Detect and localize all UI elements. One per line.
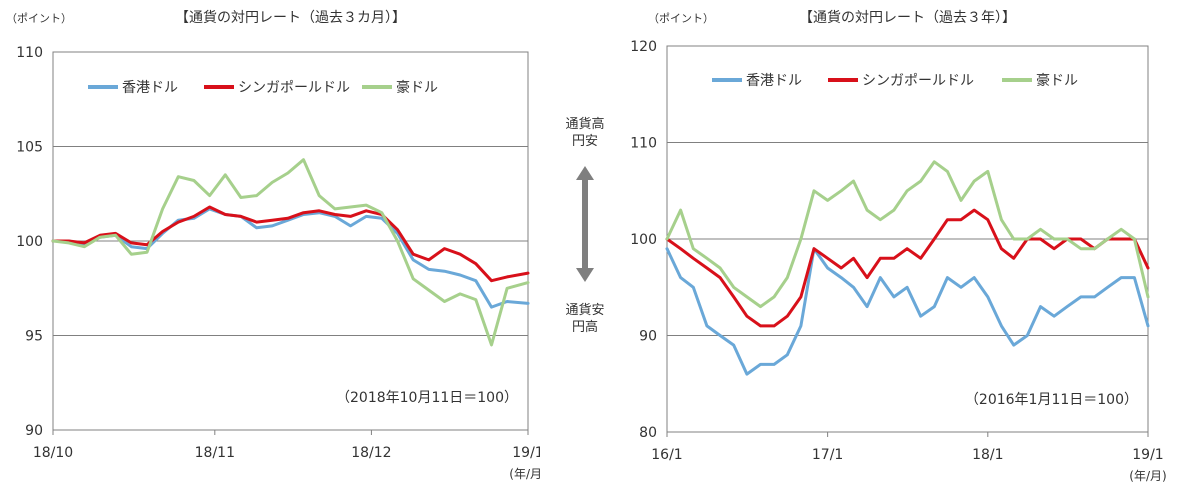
y-tick-label: 95 [25, 329, 43, 345]
x-tick-label: 18/12 [351, 445, 391, 461]
y-tick-label: 110 [630, 136, 657, 152]
y-tick-label: 110 [16, 45, 43, 61]
legend-label: シンガポールドル [862, 73, 974, 89]
series-line-2 [51, 205, 530, 283]
y-tick-label: 80 [639, 425, 657, 441]
y-tick-label: 105 [16, 140, 43, 156]
x-tick-label: 19/1 [1132, 447, 1163, 463]
double-arrow-icon [576, 166, 594, 282]
legend-label: 豪ドル [396, 80, 438, 96]
legend-item: 豪ドル [362, 80, 438, 96]
chart-3-months: 【通貨の対円レート（過去３カ月）】 （ポイント） 90 95 100 105 110 18/1… [6, 9, 540, 481]
x-axis-unit: (年/月) [509, 467, 540, 481]
direction-indicator: 通貨高 円安 通貨安 円高 [545, 116, 625, 346]
chart-title: 【通貨の対円レート（過去３年）】 [799, 9, 1016, 26]
y-tick-label: 120 [630, 39, 657, 55]
legend-item: 香港ドル [712, 73, 802, 89]
chart-title: 【通貨の対円レート（過去３カ月）】 [175, 9, 406, 26]
x-tick-label: 19/1 [512, 445, 540, 461]
y-axis-unit: （ポイント） [6, 12, 72, 25]
legend-item: 豪ドル [1002, 73, 1078, 89]
y-axis-unit: （ポイント） [648, 12, 714, 25]
series-line-3 [51, 158, 530, 347]
legend-item: 香港ドル [88, 80, 178, 96]
x-tick-label: 16/1 [651, 447, 682, 463]
legend-item: シンガポールドル [204, 80, 350, 96]
legend-label: 豪ドル [1036, 73, 1078, 89]
series-line-1 [665, 247, 1150, 376]
legend-label: シンガポールドル [238, 80, 350, 96]
x-tick-label: 18/10 [33, 445, 73, 461]
legend-label: 香港ドル [746, 73, 802, 89]
series-line-2 [665, 208, 1150, 328]
y-tick-label: 90 [639, 329, 657, 345]
x-tick-label: 18/1 [972, 447, 1003, 463]
currency-strong-label: 通貨高 円安 [565, 117, 605, 149]
currency-weak-label: 通貨安 円高 [565, 303, 605, 335]
series-line-3 [665, 160, 1150, 309]
y-tick-label: 90 [25, 423, 43, 439]
base-date-note: （2018年10月11日＝100） [336, 390, 518, 406]
y-tick-label: 100 [16, 234, 43, 250]
x-axis-unit: (年/月) [1129, 469, 1166, 483]
x-tick-label: 17/1 [812, 447, 843, 463]
legend-label: 香港ドル [122, 80, 178, 96]
base-date-note: （2016年1月11日＝100） [965, 392, 1138, 408]
legend-item: シンガポールドル [828, 73, 974, 89]
y-tick-label: 100 [630, 232, 657, 248]
chart-3-years: 【通貨の対円レート（過去３年）】 （ポイント） 80 90 100 110 120 16/1 1… [630, 9, 1166, 483]
series-line-1 [51, 207, 530, 309]
x-tick-label: 18/11 [195, 445, 235, 461]
